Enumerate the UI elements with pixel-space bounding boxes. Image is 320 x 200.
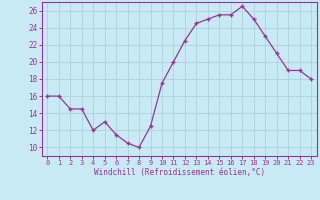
X-axis label: Windchill (Refroidissement éolien,°C): Windchill (Refroidissement éolien,°C): [94, 168, 265, 177]
